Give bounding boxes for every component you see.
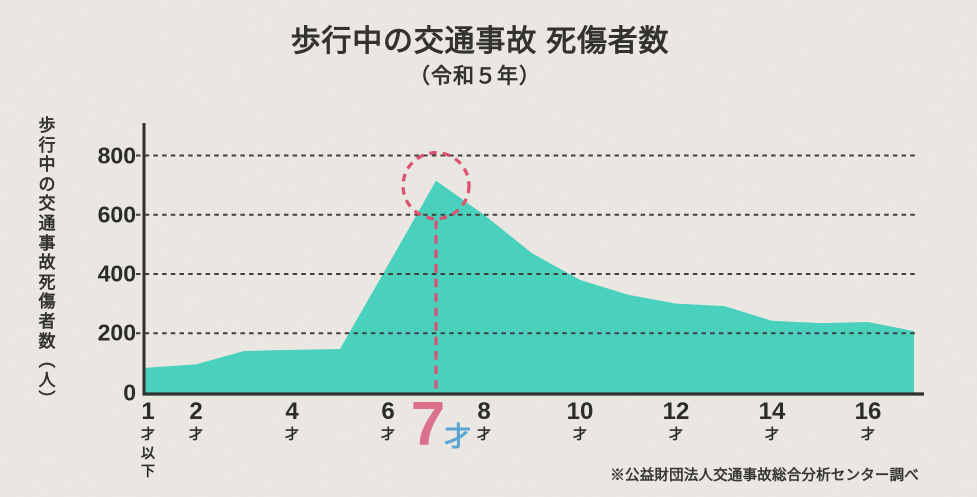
y-tick-label: 200 (97, 319, 136, 346)
source-note: ※公益財団法人交通事故総合分析センター調べ (610, 468, 919, 484)
x-tick-label: 14 才 (758, 398, 786, 442)
y-tick-label: 800 (97, 142, 136, 168)
y-tick-label: 0 (123, 379, 136, 405)
x-tick-label: 10 才 (566, 398, 594, 442)
area-series-polygon (145, 180, 914, 394)
y-tick-label: 400 (97, 260, 136, 287)
highlight-age-suffix: 才 (444, 422, 472, 453)
area-series (145, 180, 914, 394)
x-tick-label: 16 才 (854, 398, 882, 442)
y-tick-label: 600 (97, 201, 136, 228)
x-tick-label: 12 才 (662, 398, 690, 442)
highlight-age-number: 7 (410, 390, 446, 459)
